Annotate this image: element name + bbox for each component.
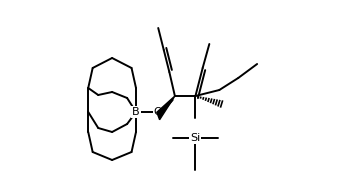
Text: Si: Si bbox=[190, 133, 200, 143]
Text: B: B bbox=[132, 107, 140, 117]
Polygon shape bbox=[157, 96, 175, 120]
Text: O: O bbox=[154, 107, 162, 117]
